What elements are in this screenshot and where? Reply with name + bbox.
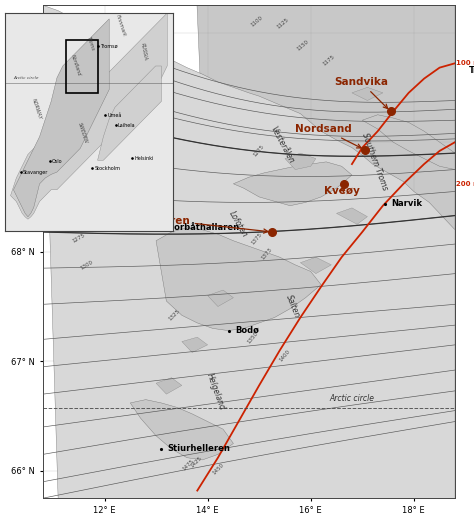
Text: Southern Troms: Southern Troms [361, 132, 390, 192]
Polygon shape [156, 378, 182, 394]
Text: 1350: 1350 [246, 330, 259, 344]
Text: 1125: 1125 [275, 18, 289, 30]
Polygon shape [301, 257, 331, 274]
Text: 1300: 1300 [79, 259, 94, 270]
Text: 1150: 1150 [296, 39, 310, 52]
Text: Tromsø: Tromsø [100, 44, 118, 49]
Text: 1275: 1275 [72, 233, 86, 244]
Text: 1475: 1475 [182, 459, 195, 472]
Text: 1400: 1400 [279, 349, 292, 363]
Text: Bodø: Bodø [236, 326, 259, 335]
Text: Laihela: Laihela [118, 122, 136, 128]
Text: Tromsø: Tromsø [469, 65, 474, 74]
Bar [66, 40, 98, 93]
Polygon shape [182, 337, 208, 352]
Polygon shape [233, 162, 352, 206]
Text: 200 m: 200 m [456, 181, 474, 187]
Text: Arctic circle: Arctic circle [329, 394, 374, 403]
Polygon shape [13, 19, 109, 217]
Text: Sandvika: Sandvika [334, 77, 388, 108]
Text: Stockholm: Stockholm [94, 166, 120, 171]
Text: 1225: 1225 [253, 144, 265, 158]
Text: Umeå: Umeå [108, 113, 122, 118]
Text: 1175: 1175 [322, 53, 336, 66]
Text: 1100: 1100 [250, 15, 264, 28]
Polygon shape [130, 400, 233, 460]
Text: Kveøy: Kveøy [324, 186, 359, 197]
Polygon shape [98, 66, 162, 160]
Text: 1375: 1375 [250, 231, 263, 245]
Text: Oslo: Oslo [52, 159, 63, 164]
Polygon shape [10, 13, 167, 219]
Text: Finnmark: Finnmark [115, 14, 127, 37]
Text: Storbåthallaren: Storbåthallaren [165, 223, 240, 232]
Polygon shape [43, 5, 455, 498]
Text: Salten: Salten [284, 294, 301, 319]
Polygon shape [208, 290, 233, 307]
Text: Stiurhelleren: Stiurhelleren [167, 444, 230, 454]
Text: 1425: 1425 [190, 455, 203, 469]
Polygon shape [352, 87, 383, 101]
Text: Narvik: Narvik [392, 199, 423, 208]
Text: Lofoten: Lofoten [228, 210, 250, 239]
Text: Arctic circle: Arctic circle [13, 76, 39, 80]
Text: 1373: 1373 [261, 247, 273, 261]
Text: Stavanger: Stavanger [23, 170, 48, 175]
Text: 100 m: 100 m [456, 60, 474, 66]
Text: 1325: 1325 [167, 309, 181, 322]
Text: Ekren: Ekren [156, 216, 268, 233]
Polygon shape [197, 5, 455, 498]
Text: Nordland: Nordland [70, 53, 82, 76]
Text: 1200: 1200 [56, 178, 71, 189]
Text: Helsinki: Helsinki [135, 156, 154, 161]
Text: Troms: Troms [86, 36, 95, 52]
Text: 1450: 1450 [211, 462, 225, 475]
Text: SWEDEN: SWEDEN [77, 121, 89, 144]
Text: Helgeland: Helgeland [204, 372, 226, 412]
Polygon shape [285, 153, 316, 170]
Text: RUSSIA: RUSSIA [140, 43, 148, 61]
Text: 1250: 1250 [64, 204, 78, 216]
Polygon shape [362, 115, 455, 170]
Polygon shape [156, 228, 321, 331]
Text: Vesterålen: Vesterålen [269, 124, 296, 165]
Text: Nordsand: Nordsand [295, 124, 361, 148]
Text: NORWAY: NORWAY [31, 98, 42, 120]
Polygon shape [337, 208, 367, 224]
